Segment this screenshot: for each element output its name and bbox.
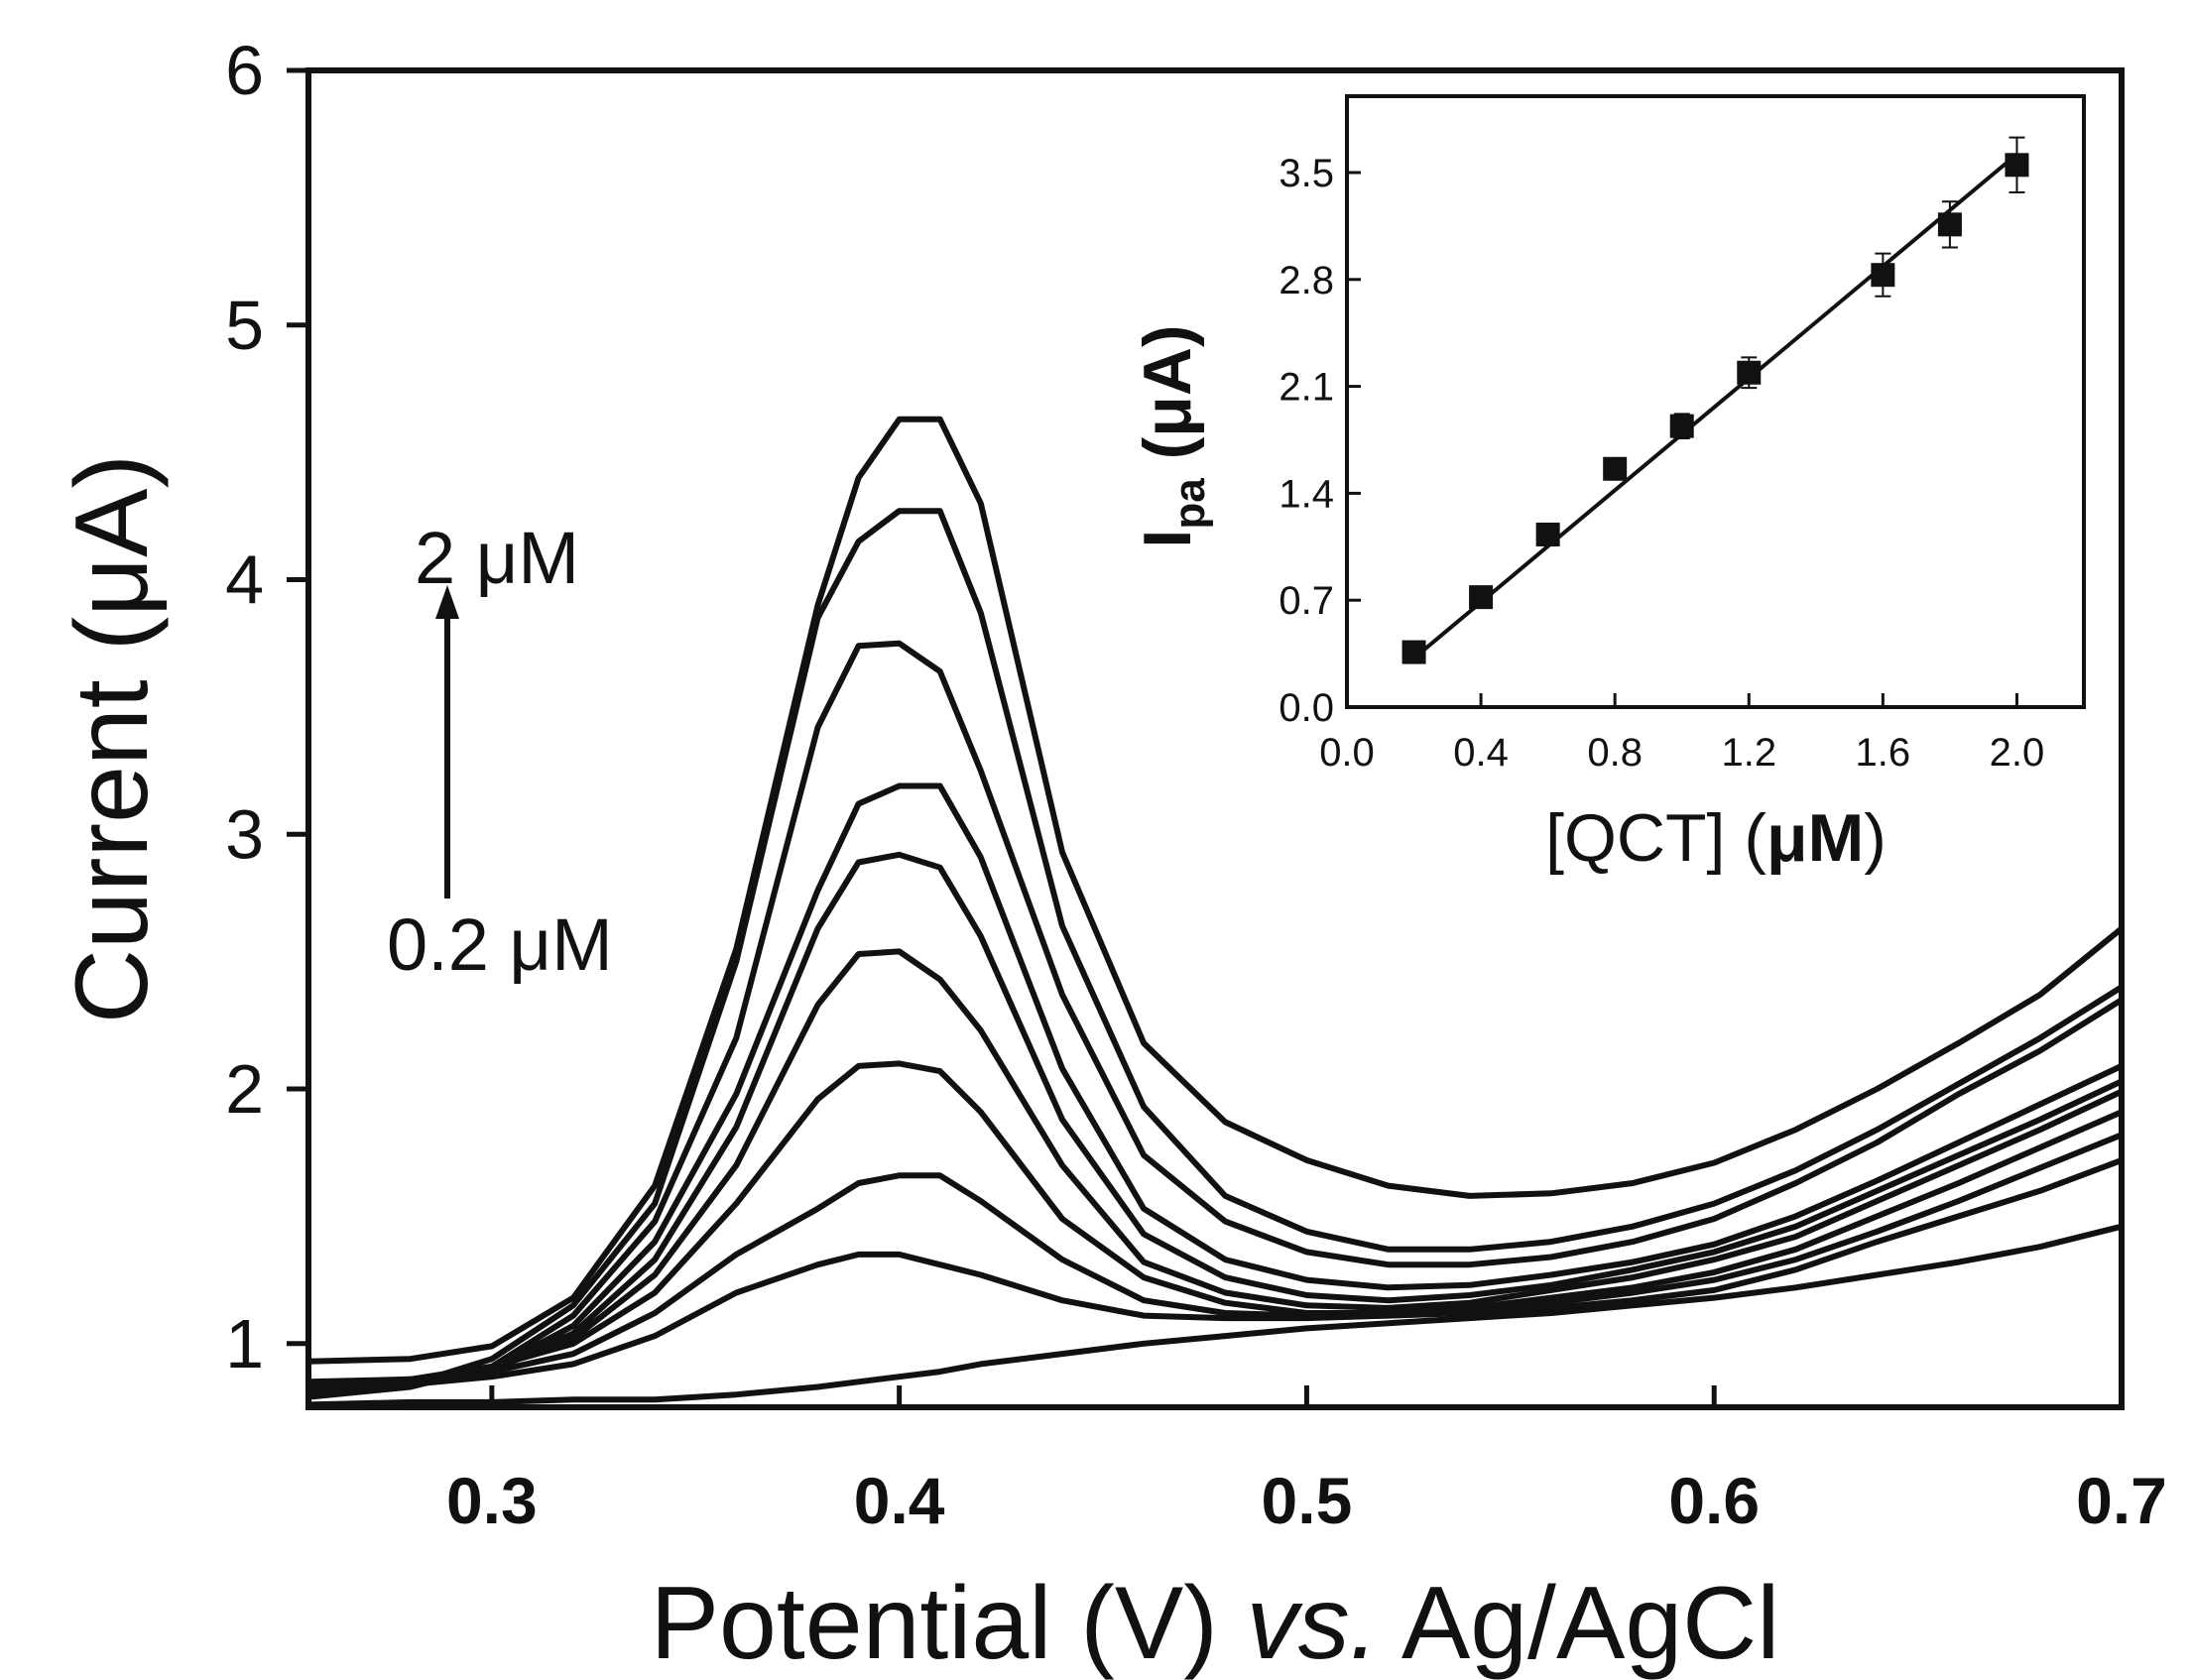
arrow-bottom-label: 0.2 μM xyxy=(387,903,613,986)
main-x-tick-label: 0.5 xyxy=(1262,1464,1353,1537)
inset-fit-line xyxy=(1412,152,2018,660)
inset-x-tick-label: 1.2 xyxy=(1721,731,1776,775)
voltammogram-curve-3 xyxy=(307,1132,2124,1387)
inset-data-point xyxy=(1669,414,1694,438)
inset-data-point xyxy=(1871,263,1895,288)
main-curves-group xyxy=(307,416,2124,1408)
main-ticks-group: 0.3 0.4 0.5 0.6 0.7 1 2 3 4 5 6 xyxy=(225,32,2167,1537)
inset-marks-group xyxy=(1401,136,2029,664)
voltammogram-curve-2 xyxy=(307,1157,2124,1392)
concentration-arrow-head xyxy=(435,585,459,619)
main-y-tick-label: 2 xyxy=(225,1050,264,1128)
voltammogram-curve-10 xyxy=(307,416,2124,1365)
inset-x-tick-label: 0.0 xyxy=(1319,731,1375,775)
inset-data-point xyxy=(2005,153,2029,178)
inset-x-tick-label: 0.4 xyxy=(1453,731,1509,775)
inset-x-tick-label: 0.8 xyxy=(1587,731,1643,775)
voltammogram-curve-5 xyxy=(307,948,2124,1392)
main-y-tick-label: 3 xyxy=(225,795,264,873)
inset-data-point xyxy=(1937,212,1962,237)
inset-x-axis-title: [QCT] (μM) xyxy=(1545,800,1887,876)
inset-data-point xyxy=(1401,640,1426,664)
voltammogram-curve-1 xyxy=(307,1223,2123,1408)
main-y-axis-title: Current (μA) xyxy=(55,454,170,1023)
inset-data-point xyxy=(1469,585,1494,610)
voltammogram-curve-7 xyxy=(307,782,2124,1398)
main-x-tick-label: 0.7 xyxy=(2076,1464,2167,1537)
main-x-tick-label: 0.6 xyxy=(1668,1464,1760,1537)
main-y-tick-label: 6 xyxy=(225,32,264,109)
inset-y-tick-label: 3.5 xyxy=(1279,152,1334,195)
inset-ticks-group: 0.0 0.4 0.8 1.2 1.6 2.0 0.0 0.7 1.4 2.1 2.8 3.5 xyxy=(1279,152,2044,775)
inset-y-tick-label: 0.0 xyxy=(1279,686,1334,730)
arrow-top-label: 2 μM xyxy=(415,517,579,599)
inset-x-tick-label: 1.6 xyxy=(1856,731,1911,775)
inset-data-point xyxy=(1603,456,1628,481)
inset-data-point xyxy=(1535,522,1560,546)
inset-plot-frame xyxy=(1345,94,2086,709)
voltammogram-curve-6 xyxy=(307,851,2124,1395)
inset-y-axis-title: Ipa (μA) xyxy=(1130,324,1214,547)
main-x-tick-label: 0.3 xyxy=(446,1464,538,1537)
voltammogram-curve-8 xyxy=(307,640,2124,1400)
inset-data-point xyxy=(1737,360,1762,385)
main-x-tick-label: 0.4 xyxy=(854,1464,945,1537)
voltammogram-curve-4 xyxy=(307,1060,2124,1385)
main-x-axis-title: Potential (V) vs. Ag/AgCl xyxy=(651,1566,1780,1680)
inset-background xyxy=(1347,96,2084,707)
main-y-tick-label: 4 xyxy=(225,541,264,619)
inset-y-tick-label: 2.8 xyxy=(1279,259,1334,302)
main-plot-frame xyxy=(305,67,2125,1410)
inset-y-tick-label: 0.7 xyxy=(1279,579,1334,623)
main-y-tick-label: 1 xyxy=(225,1305,264,1382)
voltammogram-curve-9 xyxy=(307,508,2124,1398)
inset-x-tick-label: 2.0 xyxy=(1990,731,2045,775)
inset-y-tick-label: 2.1 xyxy=(1279,366,1334,410)
inset-y-tick-label: 1.4 xyxy=(1279,472,1334,516)
main-y-tick-label: 5 xyxy=(225,287,264,364)
